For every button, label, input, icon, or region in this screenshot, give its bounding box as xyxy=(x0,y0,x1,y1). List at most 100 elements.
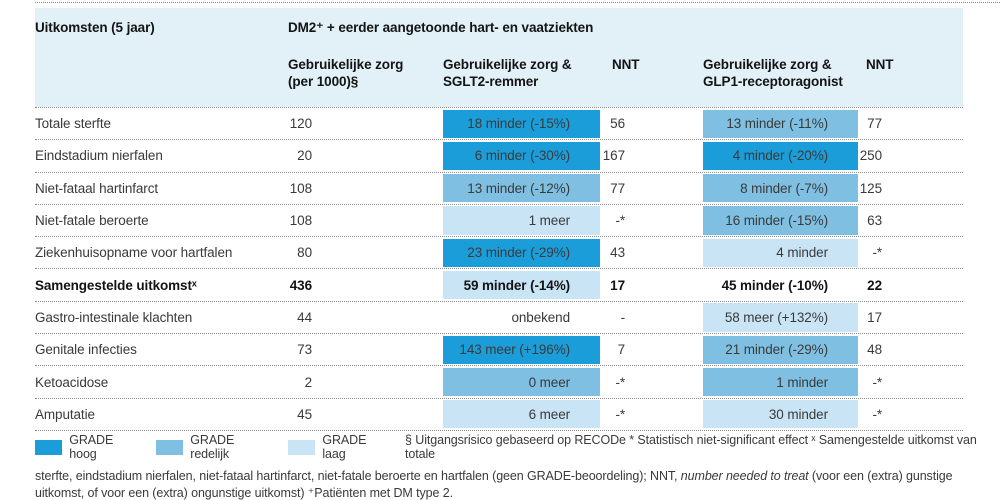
nnt-glp1-value: 63 xyxy=(867,213,882,229)
glp1-effect-value: 13 minder (-11%) xyxy=(703,109,858,138)
glp1-cell: 21 minder (-29%) xyxy=(703,334,858,365)
glp1-cell: 30 minder xyxy=(703,399,858,430)
footnote-line2: sterfte, eindstadium nierfalen, niet-fat… xyxy=(35,468,995,485)
nnt-sglt2-value: 43 xyxy=(610,245,625,261)
table-row: Eindstadium nierfalen 20 6 minder (-30%) 16… xyxy=(35,139,963,171)
baseline-risk-value: 120 xyxy=(289,116,312,132)
glp1-effect-value: 16 minder (-15%) xyxy=(703,206,858,235)
nnt-sglt2-value: 17 xyxy=(610,277,625,293)
sglt2-cell: 18 minder (-15%) xyxy=(443,108,600,139)
footnote-line2-end: (voor een (extra) gunstige xyxy=(808,469,953,483)
nnt-glp1-value: 250 xyxy=(859,148,882,164)
nnt-sglt2-value: 167 xyxy=(602,148,625,164)
row-label: Niet-fatale beroerte xyxy=(35,213,149,229)
glp1-effect-value: 30 minder xyxy=(703,400,858,429)
sglt2-cell: 1 meer xyxy=(443,205,600,236)
sglt2-cell: 13 minder (-12%) xyxy=(443,173,600,204)
table-header: Uitkomsten (5 jaar) DM2⁺ + eerder aanget… xyxy=(35,8,963,107)
sglt2-effect-value: 18 minder (-15%) xyxy=(443,109,600,138)
sglt2-effect-value: 13 minder (-12%) xyxy=(443,174,600,203)
glp1-cell: 13 minder (-11%) xyxy=(703,108,858,139)
nnt-glp1-value: 125 xyxy=(859,180,882,196)
grade-laag-label: GRADE laag xyxy=(322,433,367,461)
sglt2-effect-value: 143 meer (+196%) xyxy=(443,335,600,364)
sglt2-effect-value: onbekend xyxy=(511,309,570,325)
baseline-risk-value: 2 xyxy=(304,374,313,390)
sglt2-cell: 23 minder (-29%) xyxy=(443,237,600,268)
nnt-glp1-value: -* xyxy=(872,245,882,261)
table-row: Ketoacidose 2 0 meer -* 1 minder -* xyxy=(35,365,963,397)
sglt2-effect-value: 6 minder (-30%) xyxy=(443,141,600,171)
table-row: Niet-fataal hartinfarct 108 13 minder (-12… xyxy=(35,171,963,204)
table-row: Niet-fatale beroerte 108 1 meer -* 16 minder… xyxy=(35,203,963,236)
top-border-line xyxy=(35,2,1000,3)
sglt2-effect-value: 6 meer xyxy=(443,400,600,429)
baseline-risk-value: 73 xyxy=(297,342,312,358)
nnt-sglt2-value: 56 xyxy=(610,116,625,132)
glp1-cell: 58 meer (+132%) xyxy=(703,302,858,333)
row-label: Ziekenhuisopname voor hartfalen xyxy=(35,245,233,261)
header-spacer xyxy=(35,56,288,90)
col-header-glp1: Gebruikelijke zorg & GLP1-receptoragonis… xyxy=(703,57,843,89)
glp1-effect-value: 8 minder (-7%) xyxy=(703,174,858,203)
baseline-risk-value: 80 xyxy=(297,245,312,261)
grade-laag-swatch xyxy=(288,439,316,455)
sglt2-effect-value: 1 meer xyxy=(443,206,600,235)
sglt2-cell: 0 meer xyxy=(443,366,600,397)
table-body: Totale sterfte 120 18 minder (-15%) 56 13 mi… xyxy=(35,107,963,431)
glp1-effect-value: 21 minder (-29%) xyxy=(703,335,858,364)
glp1-effect-value: 1 minder xyxy=(703,367,858,397)
row-label: Eindstadium nierfalen xyxy=(35,148,163,164)
nnt-sglt2-value: 77 xyxy=(610,180,625,196)
sglt2-cell: 59 minder (-14%) xyxy=(443,269,600,300)
nnt-glp1-value: 77 xyxy=(867,116,882,132)
row-label: Totale sterfte xyxy=(35,116,111,132)
col-group-header: DM2⁺ + eerder aangetoonde hart- en vaatz… xyxy=(288,20,594,35)
legend-item-redelijk: GRADE redelijk xyxy=(156,433,274,461)
grade-redelijk-swatch xyxy=(156,439,184,455)
baseline-risk-value: 108 xyxy=(289,213,312,229)
glp1-cell: 4 minder xyxy=(703,237,858,268)
table-row: Totale sterfte 120 18 minder (-15%) 56 13 mi… xyxy=(35,107,963,139)
sglt2-cell: 6 minder (-30%) xyxy=(443,140,600,171)
glp1-cell: 45 minder (-10%) xyxy=(703,269,858,300)
col-header-nnt-sglt2: NNT xyxy=(612,57,640,72)
legend-item-hoog: GRADE hoog xyxy=(35,433,142,461)
table-footnotes: GRADE hoog GRADE redelijk GRADE laag § U… xyxy=(35,433,995,500)
outcomes-table: Uitkomsten (5 jaar) DM2⁺ + eerder aanget… xyxy=(35,8,963,431)
glp1-effect-value: 4 minder xyxy=(703,238,858,267)
footnote-line3: uitkomst, of voor een (extra) ongunstige… xyxy=(35,486,453,500)
sglt2-effect-value: 23 minder (-29%) xyxy=(443,238,600,267)
nnt-sglt2-value: 7 xyxy=(617,342,626,358)
baseline-risk-value: 45 xyxy=(297,406,312,422)
nnt-glp1-value: 48 xyxy=(867,342,882,358)
table-row: Amputatie 45 6 meer -* 30 minder -* xyxy=(35,397,963,430)
sglt2-cell: 6 meer xyxy=(443,399,600,430)
baseline-risk-value: 44 xyxy=(297,309,312,325)
glp1-effect-value: 4 minder (-20%) xyxy=(703,141,858,171)
nnt-glp1-value: 22 xyxy=(867,277,882,293)
sglt2-effect-value: 0 meer xyxy=(443,367,600,397)
baseline-risk-value: 20 xyxy=(297,148,312,164)
footnote-nnt-definition: number needed to treat xyxy=(680,469,809,483)
glp1-cell: 16 minder (-15%) xyxy=(703,205,858,236)
glp1-cell: 8 minder (-7%) xyxy=(703,173,858,204)
sglt2-cell: onbekend xyxy=(443,302,600,333)
nnt-glp1-value: -* xyxy=(872,374,882,390)
col-header-nnt-glp1: NNT xyxy=(866,57,894,72)
row-label: Genitale infecties xyxy=(35,342,137,358)
glp1-effect-value: 58 meer (+132%) xyxy=(703,303,858,332)
nnt-glp1-value: -* xyxy=(872,406,882,422)
baseline-risk-value: 108 xyxy=(289,180,312,196)
row-label: Gastro-intestinale klachten xyxy=(35,309,193,325)
nnt-sglt2-value: - xyxy=(620,309,626,325)
footnote-line2-text: sterfte, eindstadium nierfalen, niet-fat… xyxy=(35,469,681,483)
table-row: Gastro-intestinale klachten 44 onbekend - 58… xyxy=(35,300,963,333)
col-header-sglt2: Gebruikelijke zorg & SGLT2-remmer xyxy=(443,57,572,89)
row-label: Niet-fataal hartinfarct xyxy=(35,180,159,196)
table-row: Ziekenhuisopname voor hartfalen 80 23 mind… xyxy=(35,236,963,268)
glp1-cell: 4 minder (-20%) xyxy=(703,140,858,171)
grade-legend: GRADE hoog GRADE redelijk GRADE laag § U… xyxy=(35,433,995,461)
glp1-effect-value: 45 minder (-10%) xyxy=(721,277,829,293)
grade-hoog-swatch xyxy=(35,439,63,455)
